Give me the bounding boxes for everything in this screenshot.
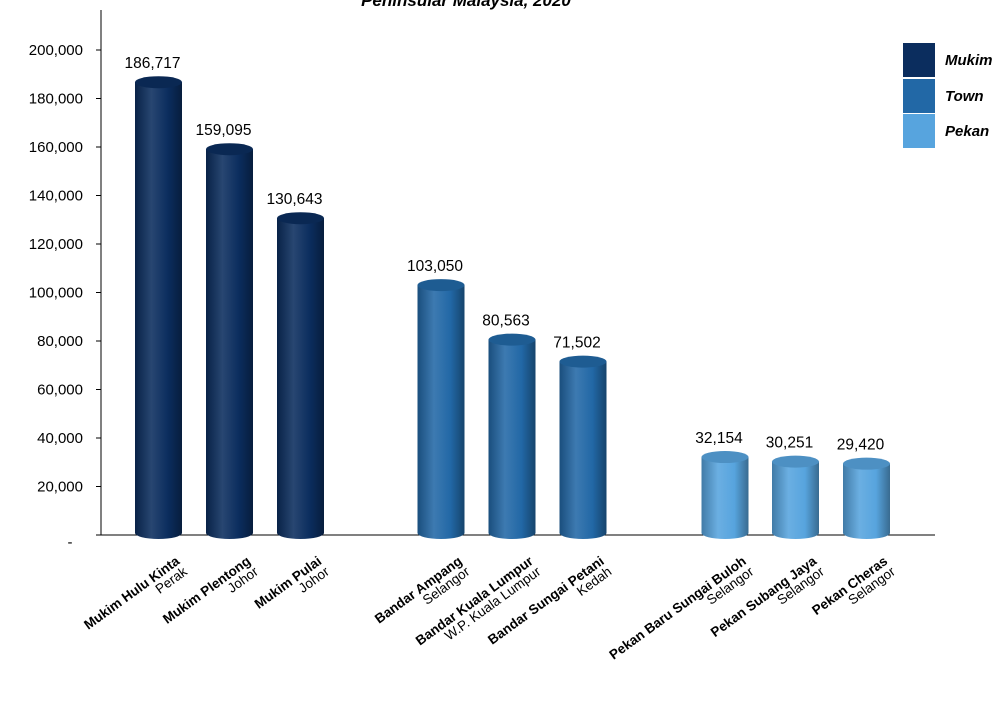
legend-swatch [903, 79, 935, 113]
bar-body [206, 149, 253, 539]
bar-body [417, 285, 465, 539]
bar-top [772, 455, 819, 468]
y-tick-label: 20,000 [37, 479, 83, 496]
y-tick-label: 80,000 [37, 333, 83, 350]
bar-body [559, 361, 607, 539]
legend-label: Pekan [945, 123, 989, 140]
bar-body [488, 339, 536, 539]
y-tick-label: 160,000 [29, 139, 83, 156]
bar-top [417, 279, 465, 292]
bar-bandar-ampang: 103,050 [407, 258, 465, 539]
bar-body [701, 457, 749, 539]
legend-item: Town [903, 79, 984, 113]
bar-top [559, 355, 607, 368]
bar-body [843, 463, 890, 539]
y-tick-label: 100,000 [29, 285, 83, 302]
bar-top [488, 333, 536, 346]
bar-bandar-kuala-lumpur: 80,563 [482, 313, 536, 539]
data-label: 29,420 [837, 437, 885, 454]
bar-body [277, 218, 324, 539]
bar-top [206, 143, 253, 156]
data-label: 103,050 [407, 258, 463, 275]
bar-top [277, 212, 324, 225]
legend-item: Pekan [903, 114, 989, 148]
bar-bandar-sungai-petani: 71,502 [553, 335, 607, 539]
bar-pekan-baru-sungai-buloh: 32,154 [695, 430, 749, 539]
category-name: Pekan Baru Sungai Buloh [606, 553, 748, 662]
bar-mukim-pulai: 130,643 [266, 191, 324, 539]
bars: 186,717 159,095 130,643 103,050 80,563 71,502… [124, 55, 890, 539]
bar-mukim-hulu-kinta: 186,717 [124, 55, 182, 539]
legend-swatch [903, 43, 935, 77]
y-tick-label: 140,000 [29, 188, 83, 205]
data-label: 186,717 [124, 55, 180, 72]
legend-item: Mukim [903, 43, 993, 77]
bar-pekan-cheras: 29,420 [837, 437, 890, 539]
bar-top [843, 457, 890, 470]
chart-title: Peninsular Malaysia, 2020 [361, 0, 571, 10]
y-tick-label: 120,000 [29, 236, 83, 253]
y-tick-label: 180,000 [29, 91, 83, 108]
data-label: 130,643 [266, 191, 322, 208]
y-tick-label: 200,000 [29, 42, 83, 59]
legend-swatch [903, 114, 935, 148]
bar-pekan-subang-jaya: 30,251 [766, 435, 819, 539]
y-tick-label: 40,000 [37, 430, 83, 447]
data-label: 159,095 [195, 122, 251, 139]
legend-label: Town [945, 88, 984, 105]
y-tick-label: 60,000 [37, 382, 83, 399]
data-label: 32,154 [695, 430, 743, 447]
y-axis: - 20,000 40,000 60,000 80,000 100,000 120,000 1… [29, 10, 935, 551]
bar-top [135, 76, 182, 89]
y-tick-label: - [68, 534, 73, 551]
bar-mukim-plentong: 159,095 [195, 122, 253, 539]
legend: Mukim Town Pekan [903, 43, 993, 148]
legend-label: Mukim [945, 52, 993, 69]
bar-body [772, 461, 819, 539]
data-label: 30,251 [766, 435, 813, 452]
data-label: 71,502 [553, 335, 600, 352]
bar-body [135, 82, 182, 539]
data-label: 80,563 [482, 313, 529, 330]
bar-top [701, 451, 749, 464]
